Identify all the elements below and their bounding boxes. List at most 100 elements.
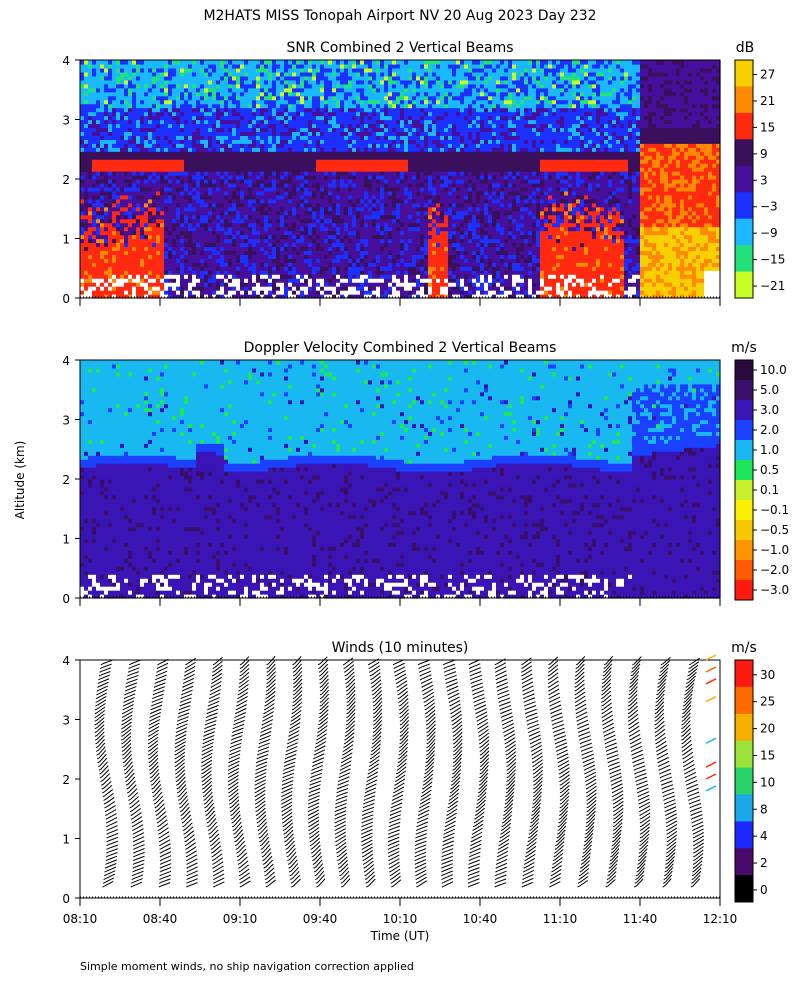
snr-cell bbox=[144, 76, 149, 81]
snr-cell bbox=[272, 171, 277, 176]
snr-cell bbox=[356, 239, 361, 244]
snr-cell bbox=[272, 100, 277, 105]
snr-cell bbox=[256, 88, 261, 93]
snr-cell bbox=[304, 60, 309, 65]
snr-cell bbox=[280, 60, 285, 65]
snr-cell bbox=[356, 219, 361, 224]
snr-cell bbox=[236, 68, 241, 73]
snr-cell bbox=[180, 203, 185, 208]
snr-cell bbox=[148, 211, 153, 216]
snr-cell bbox=[184, 112, 189, 117]
snr-cell bbox=[268, 127, 273, 132]
snr-cell bbox=[344, 155, 349, 160]
snr-cell bbox=[180, 143, 185, 148]
snr-cell bbox=[208, 175, 213, 180]
snr-cell bbox=[360, 215, 365, 220]
snr-cell bbox=[252, 127, 257, 132]
snr-cell bbox=[316, 266, 321, 271]
snr-cell bbox=[260, 219, 265, 224]
snr-cell bbox=[392, 72, 397, 77]
snr-cell bbox=[80, 167, 85, 172]
snr-cell bbox=[356, 211, 361, 216]
snr-cell bbox=[284, 223, 289, 228]
snr-cell bbox=[220, 64, 225, 69]
snr-cell bbox=[320, 88, 325, 93]
snr-cell bbox=[100, 286, 105, 291]
snr-cell bbox=[308, 120, 313, 125]
snr-cell bbox=[216, 116, 221, 121]
snr-cell bbox=[168, 246, 173, 251]
snr-cell bbox=[220, 131, 225, 136]
snr-cell bbox=[92, 286, 97, 291]
snr-cell bbox=[308, 116, 313, 121]
snr-cell bbox=[324, 100, 329, 105]
snr-cell bbox=[84, 159, 89, 164]
snr-cell bbox=[100, 155, 105, 160]
snr-cell bbox=[412, 282, 417, 287]
snr-cell bbox=[356, 135, 361, 140]
snr-cell bbox=[216, 227, 221, 232]
snr-cell bbox=[184, 163, 189, 168]
snr-cell bbox=[116, 270, 121, 275]
snr-cell bbox=[296, 88, 301, 93]
snr-cell bbox=[320, 127, 325, 132]
snr-cell bbox=[400, 80, 405, 85]
snr-cell bbox=[408, 123, 413, 128]
snr-cell bbox=[180, 183, 185, 188]
snr-cell bbox=[204, 147, 209, 152]
snr-cell bbox=[408, 104, 413, 109]
snr-cell bbox=[408, 262, 413, 267]
snr-cell bbox=[144, 68, 149, 73]
snr-cell bbox=[212, 258, 217, 263]
snr-cell bbox=[144, 239, 149, 244]
snr-cell bbox=[212, 270, 217, 275]
snr-cell bbox=[284, 155, 289, 160]
snr-cell bbox=[116, 258, 121, 263]
snr-cell bbox=[136, 60, 141, 65]
snr-cell bbox=[252, 135, 257, 140]
snr-cell bbox=[128, 278, 133, 283]
snr-cell bbox=[112, 195, 117, 200]
snr-cell bbox=[344, 64, 349, 69]
snr-cell bbox=[136, 135, 141, 140]
snr-cell bbox=[128, 231, 133, 236]
snr-cell bbox=[116, 254, 121, 259]
snr-cell bbox=[336, 227, 341, 232]
snr-cell bbox=[348, 183, 353, 188]
snr-cell bbox=[132, 274, 137, 279]
snr-cell bbox=[172, 274, 177, 279]
snr-cell bbox=[96, 100, 101, 105]
snr-cell bbox=[264, 76, 269, 81]
snr-cell bbox=[92, 223, 97, 228]
snr-cell bbox=[264, 151, 269, 156]
snr-cell bbox=[152, 239, 157, 244]
snr-cell bbox=[124, 227, 129, 232]
snr-cell bbox=[320, 282, 325, 287]
snr-cell bbox=[156, 246, 161, 251]
snr-cell bbox=[304, 254, 309, 259]
snr-cell bbox=[252, 219, 257, 224]
snr-cell bbox=[96, 227, 101, 232]
snr-cell bbox=[364, 104, 369, 109]
snr-cell bbox=[168, 64, 173, 69]
snr-cell bbox=[240, 211, 245, 216]
snr-cell bbox=[176, 235, 181, 240]
snr-cell bbox=[124, 235, 129, 240]
snr-cell bbox=[192, 282, 197, 287]
snr-cell bbox=[232, 215, 237, 220]
snr-cell bbox=[296, 72, 301, 77]
snr-cell bbox=[92, 167, 97, 172]
snr-cell bbox=[308, 254, 313, 259]
snr-cell bbox=[224, 282, 229, 287]
snr-cell bbox=[200, 171, 205, 176]
snr-cell bbox=[340, 76, 345, 81]
snr-cell bbox=[108, 175, 113, 180]
snr-cell bbox=[268, 167, 273, 172]
snr-cell bbox=[120, 143, 125, 148]
snr-cell bbox=[392, 231, 397, 236]
snr-cell bbox=[192, 239, 197, 244]
snr-cell bbox=[248, 223, 253, 228]
snr-cell bbox=[348, 266, 353, 271]
snr-cell bbox=[300, 203, 305, 208]
snr-cell bbox=[228, 235, 233, 240]
